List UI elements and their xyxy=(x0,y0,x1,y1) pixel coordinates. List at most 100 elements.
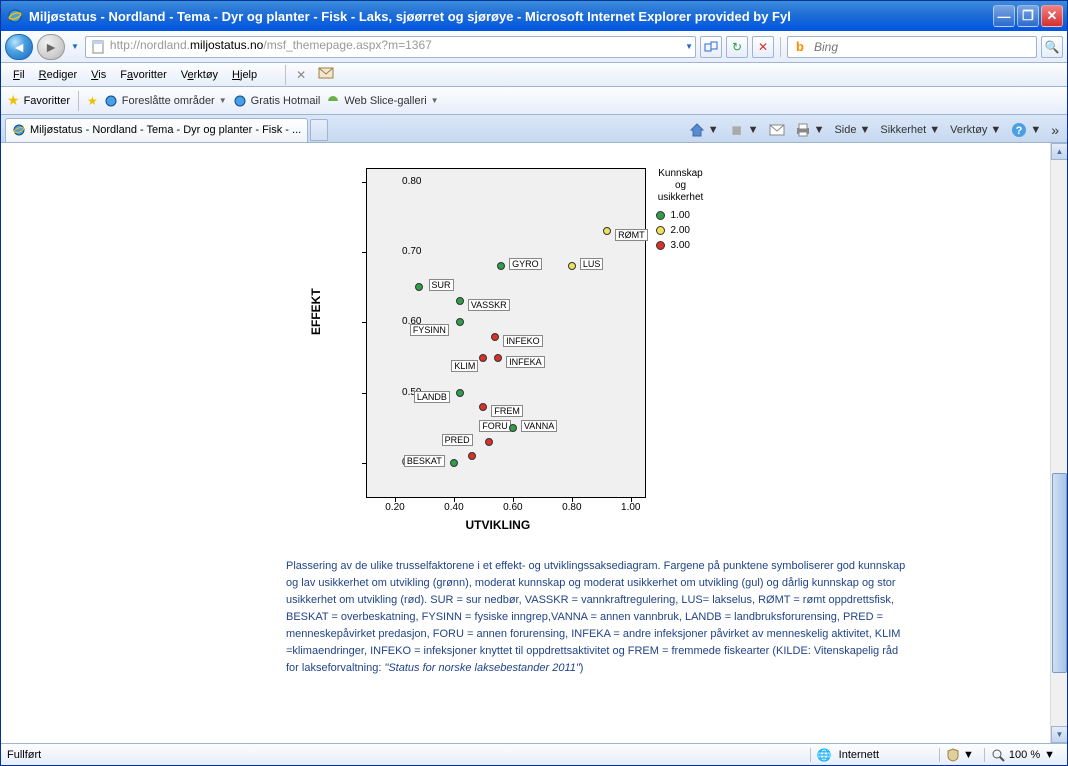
safety-menu[interactable]: Sikkerhet▼ xyxy=(876,122,944,138)
menu-edit[interactable]: Rediger xyxy=(33,67,84,83)
minimize-button[interactable]: — xyxy=(993,5,1015,27)
point-label: FORU xyxy=(479,420,511,432)
search-button[interactable]: 🔍 xyxy=(1041,36,1063,58)
scatter-point xyxy=(415,283,423,291)
scatter-point xyxy=(568,262,576,270)
point-label: KLIM xyxy=(451,360,478,372)
rss-icon: ◼ xyxy=(729,122,745,138)
point-label: VANNA xyxy=(521,420,557,432)
legend-label: 3.00 xyxy=(671,240,690,251)
plot-area xyxy=(366,168,646,498)
legend-title: Kunnskap og usikkerhet xyxy=(656,168,706,204)
favorites-bar: ★Favoritter ★ Foreslåtte områder▼ Gratis… xyxy=(1,87,1067,115)
mail-icon[interactable] xyxy=(314,66,338,83)
mail-button[interactable] xyxy=(765,120,789,140)
fav-webslice[interactable]: Web Slice-galleri▼ xyxy=(326,94,438,108)
forward-button[interactable]: ► xyxy=(37,34,65,60)
point-label: FREM xyxy=(491,405,523,417)
fav-hotmail[interactable]: Gratis Hotmail xyxy=(233,94,321,108)
point-label: LUS xyxy=(580,258,604,270)
legend-item: 2.00 xyxy=(656,225,706,236)
fav-star-add[interactable]: ★ xyxy=(87,94,98,108)
menu-help[interactable]: Hjelp xyxy=(226,67,263,83)
protected-mode[interactable]: ▼ xyxy=(939,748,980,762)
rss-button[interactable]: ◼▼ xyxy=(725,120,763,140)
overflow-button[interactable]: » xyxy=(1047,122,1063,138)
chart-container: EFFEKT UTVIKLING Kunnskap og usikkerhet … xyxy=(296,158,756,538)
stop-button[interactable]: ✕ xyxy=(752,36,774,58)
url-dropdown[interactable]: ▼ xyxy=(683,42,695,51)
point-label: RØMT xyxy=(615,229,648,241)
page-menu[interactable]: Side▼ xyxy=(830,122,874,138)
legend-dot xyxy=(656,226,665,235)
status-text: Fullført xyxy=(7,749,41,761)
url-text[interactable]: http://nordland.miljostatus.no/msf_theme… xyxy=(110,38,683,56)
help-button[interactable]: ?▼ xyxy=(1007,120,1045,140)
close-button[interactable]: ✕ xyxy=(1041,5,1063,27)
scatter-point xyxy=(456,318,464,326)
home-button[interactable]: ▼ xyxy=(685,120,723,140)
status-bar: Fullført 🌐Internett ▼ 100 %▼ xyxy=(1,743,1067,765)
scatter-point xyxy=(456,389,464,397)
address-bar[interactable]: http://nordland.miljostatus.no/msf_theme… xyxy=(85,36,696,58)
content-area: ▲ ▼ EFFEKT UTVIKLING Kunnskap og usikker… xyxy=(1,143,1067,743)
legend-dot xyxy=(656,211,665,220)
nav-toolbar: ◄ ► ▼ http://nordland.miljostatus.no/msf… xyxy=(1,31,1067,63)
vertical-scrollbar[interactable]: ▲ ▼ xyxy=(1050,143,1067,743)
star-small-icon: ★ xyxy=(87,94,98,108)
scroll-up-button[interactable]: ▲ xyxy=(1051,143,1067,160)
scatter-point xyxy=(497,262,505,270)
new-tab-button[interactable] xyxy=(310,119,328,141)
y-axis-label: EFFEKT xyxy=(309,288,323,335)
shield-icon xyxy=(946,748,960,762)
globe-icon: 🌐 xyxy=(817,748,832,762)
scatter-point xyxy=(479,354,487,362)
home-icon xyxy=(689,122,705,138)
x-axis-label: UTVIKLING xyxy=(466,518,531,532)
search-input[interactable] xyxy=(812,39,1036,55)
scatter-point xyxy=(491,333,499,341)
point-label: INFEKO xyxy=(503,335,543,347)
scatter-point xyxy=(603,227,611,235)
zone-indicator[interactable]: 🌐Internett xyxy=(810,748,935,762)
legend-dot xyxy=(656,241,665,250)
tools-menu[interactable]: Verktøy▼ xyxy=(946,122,1005,138)
menu-file[interactable]: FFilil xyxy=(7,67,31,83)
back-button[interactable]: ◄ xyxy=(5,34,33,60)
description-text: Plassering av de ulike trusselfaktorene … xyxy=(286,558,906,677)
mail-icon xyxy=(769,122,785,138)
zoom-control[interactable]: 100 %▼ xyxy=(984,748,1061,762)
menu-view[interactable]: Vis xyxy=(85,67,112,83)
menu-tools[interactable]: Verktøy xyxy=(175,67,224,83)
scatter-point xyxy=(479,403,487,411)
titlebar: Miljøstatus - Nordland - Tema - Dyr og p… xyxy=(1,1,1067,31)
menu-bar: FFilil Rediger Vis Favoritter Verktøy Hj… xyxy=(1,63,1067,87)
point-label: GYRO xyxy=(509,258,542,270)
tab-bar: Miljøstatus - Nordland - Tema - Dyr og p… xyxy=(1,115,1067,143)
maximize-button[interactable]: ❐ xyxy=(1017,5,1039,27)
compat-button[interactable] xyxy=(700,36,722,58)
point-label: BESKAT xyxy=(404,455,445,467)
delete-icon[interactable]: ✕ xyxy=(290,64,312,86)
search-box[interactable]: b xyxy=(787,36,1037,58)
scatter-point xyxy=(494,354,502,362)
ie-small-icon xyxy=(104,94,118,108)
favorites-button[interactable]: ★Favoritter xyxy=(7,92,70,109)
scroll-thumb[interactable] xyxy=(1052,473,1067,673)
scroll-down-button[interactable]: ▼ xyxy=(1051,726,1067,743)
point-label: VASSKR xyxy=(468,299,510,311)
point-label: SUR xyxy=(429,279,454,291)
svg-text:?: ? xyxy=(1016,125,1023,137)
legend-label: 2.00 xyxy=(671,225,690,236)
nav-history-dropdown[interactable]: ▼ xyxy=(69,42,81,51)
point-label: INFEKA xyxy=(506,356,545,368)
print-icon xyxy=(795,122,811,138)
fav-foreslaatte[interactable]: Foreslåtte områder▼ xyxy=(104,94,227,108)
tab-active[interactable]: Miljøstatus - Nordland - Tema - Dyr og p… xyxy=(5,118,308,142)
scatter-point xyxy=(509,424,517,432)
print-button[interactable]: ▼ xyxy=(791,120,829,140)
ie-tab-icon xyxy=(12,123,26,137)
ie-small-icon xyxy=(233,94,247,108)
refresh-button[interactable]: ↻ xyxy=(726,36,748,58)
menu-favorites[interactable]: Favoritter xyxy=(114,67,172,83)
